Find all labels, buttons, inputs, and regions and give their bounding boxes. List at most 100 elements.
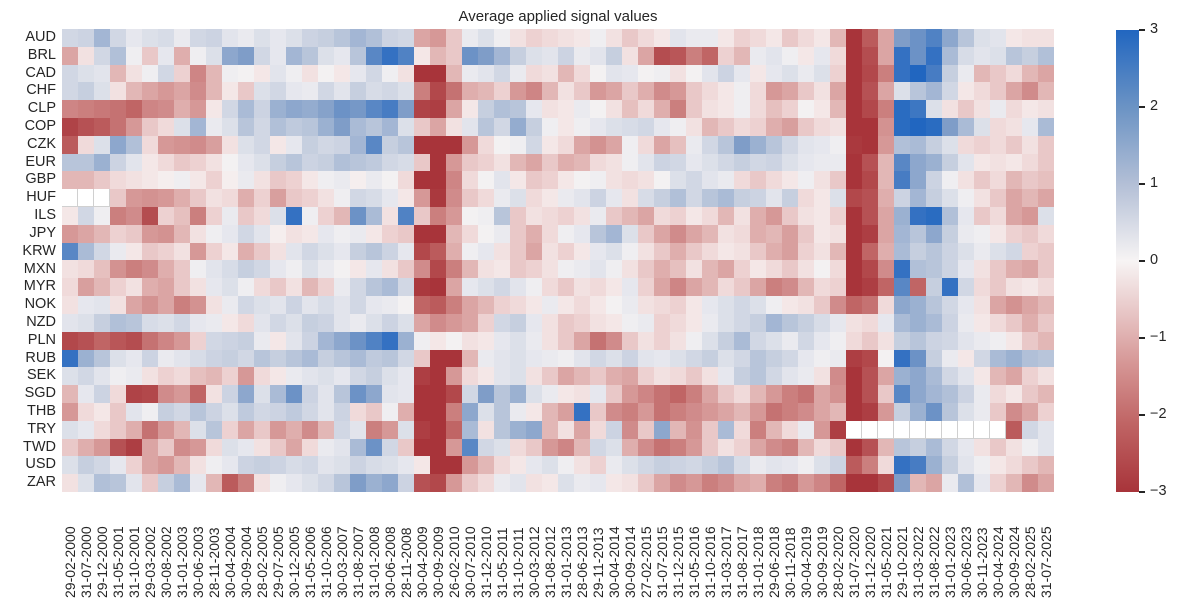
heatmap-cell <box>190 207 206 225</box>
heatmap-cell <box>366 474 382 492</box>
heatmap-cell <box>334 456 350 475</box>
heatmap-cell <box>222 367 238 386</box>
heatmap-cell <box>830 207 846 225</box>
heatmap-cell <box>750 171 766 190</box>
heatmap-cell <box>494 331 510 350</box>
y-tick-label: RUB <box>25 349 56 366</box>
x-tick-label: 27-02-2015 <box>638 526 654 598</box>
heatmap-cell <box>254 260 270 279</box>
heatmap-cell <box>350 29 366 47</box>
heatmap-cell <box>926 278 942 297</box>
heatmap-cell <box>350 224 366 243</box>
y-tick-label: USD <box>25 456 56 473</box>
heatmap-cell <box>590 171 606 190</box>
heatmap-cell <box>494 207 510 225</box>
heatmap-cell <box>574 135 590 154</box>
heatmap-cell <box>62 46 78 65</box>
x-tick-label: 31-01-2013 <box>558 526 574 598</box>
heatmap-cell <box>558 189 574 208</box>
heatmap-cell <box>174 224 190 243</box>
heatmap-cell <box>814 242 830 261</box>
heatmap-cell <box>142 64 158 83</box>
heatmap-cell <box>750 100 766 119</box>
heatmap-cell <box>62 278 78 297</box>
heatmap-cell <box>782 189 798 208</box>
heatmap-cell <box>478 260 494 279</box>
heatmap-cell <box>462 64 478 83</box>
heatmap-cell <box>686 64 702 83</box>
heatmap-cell <box>158 153 174 172</box>
heatmap-cell <box>1022 207 1038 225</box>
heatmap-cell <box>462 189 478 208</box>
heatmap-cell <box>654 224 670 243</box>
heatmap-cell <box>366 189 382 208</box>
heatmap-cell <box>718 260 734 279</box>
heatmap-cell <box>478 349 494 368</box>
heatmap-cell <box>606 367 622 386</box>
heatmap-cell <box>734 313 750 332</box>
heatmap-cell <box>1038 260 1054 279</box>
heatmap-cell <box>798 189 814 208</box>
heatmap-cell <box>398 64 414 83</box>
heatmap-cell <box>974 100 990 119</box>
heatmap-cell <box>1022 349 1038 368</box>
heatmap-cell <box>430 367 446 386</box>
heatmap-cell <box>942 82 958 101</box>
heatmap-cell <box>62 100 78 119</box>
heatmap-cell <box>702 171 718 190</box>
heatmap-cell <box>270 64 286 83</box>
heatmap-cell <box>510 171 526 190</box>
heatmap-cell <box>110 456 126 475</box>
heatmap-cell <box>526 420 542 439</box>
heatmap-cell <box>606 82 622 101</box>
heatmap-cell <box>766 82 782 101</box>
heatmap-cell <box>558 278 574 297</box>
heatmap-cell <box>734 331 750 350</box>
heatmap-cell <box>1022 278 1038 297</box>
heatmap-cell <box>574 29 590 47</box>
heatmap-cell <box>1038 46 1054 65</box>
heatmap-cell <box>590 29 606 47</box>
heatmap-cell <box>798 171 814 190</box>
heatmap-cell <box>94 420 110 439</box>
colorbar-tick-label: −2 <box>1150 406 1167 422</box>
heatmap-cell <box>126 456 142 475</box>
heatmap-cell <box>526 474 542 492</box>
heatmap-cell <box>318 135 334 154</box>
heatmap-cell <box>1006 100 1022 119</box>
heatmap-cell <box>750 420 766 439</box>
heatmap-cell <box>670 207 686 225</box>
x-tick-label: 30-06-2008 <box>382 526 398 598</box>
heatmap-cell <box>206 474 222 492</box>
heatmap-cell <box>574 385 590 403</box>
heatmap-cell <box>670 64 686 83</box>
heatmap-cell <box>766 474 782 492</box>
x-tick-label: 31-01-2018 <box>750 526 766 598</box>
heatmap-cell <box>350 367 366 386</box>
heatmap-cell <box>302 278 318 297</box>
heatmap-cell <box>654 367 670 386</box>
heatmap-cell <box>990 100 1006 119</box>
heatmap-cell <box>110 100 126 119</box>
heatmap-cell <box>1038 385 1054 403</box>
heatmap-cell <box>254 135 270 154</box>
heatmap-cell <box>766 385 782 403</box>
heatmap-cell <box>734 242 750 261</box>
heatmap-cell <box>606 349 622 368</box>
heatmap-cell <box>398 224 414 243</box>
heatmap-cell <box>862 296 878 314</box>
colorbar-tick <box>1139 29 1145 31</box>
heatmap-cell <box>494 367 510 386</box>
y-tick-label: ILS <box>34 207 56 224</box>
heatmap-cell <box>382 118 398 136</box>
heatmap-cell <box>1022 313 1038 332</box>
heatmap-cell <box>670 29 686 47</box>
heatmap-cell <box>878 100 894 119</box>
heatmap-cell <box>318 100 334 119</box>
heatmap-cell <box>622 46 638 65</box>
heatmap-cell <box>446 331 462 350</box>
heatmap-cell <box>1006 456 1022 475</box>
heatmap-cell <box>270 438 286 457</box>
heatmap-cell <box>654 420 670 439</box>
heatmap-cell <box>366 207 382 225</box>
